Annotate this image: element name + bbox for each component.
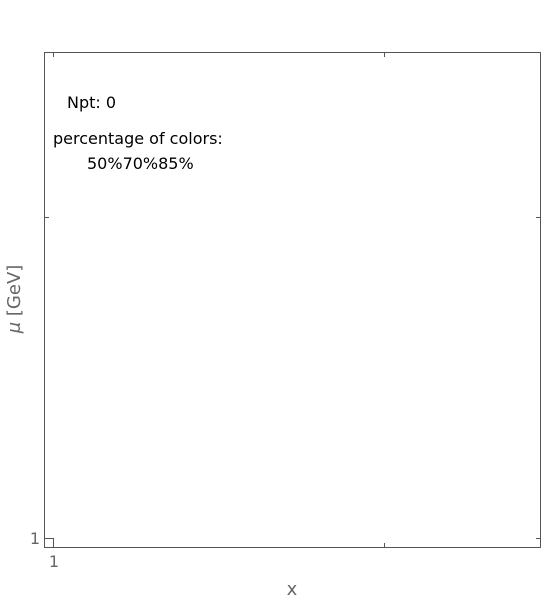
percentage-list: 50%70%85% (87, 154, 194, 173)
plot-frame (44, 52, 541, 548)
x-tick-label: 1 (49, 552, 59, 571)
percentage-85: 85% (158, 154, 194, 173)
y-axis-unit: [GeV] (4, 265, 25, 316)
npt-label: Npt: 0 (67, 93, 116, 112)
percentage-title: percentage of colors: (53, 129, 223, 148)
origin-marker (45, 538, 54, 547)
percentage-50: 50% (87, 154, 123, 173)
y-ticks (45, 217, 540, 539)
x-ticks (53, 53, 385, 547)
y-axis-symbol: μ (4, 322, 25, 334)
y-tick-label: 1 (30, 529, 40, 548)
x-axis-label: x (287, 579, 298, 600)
percentage-70: 70% (123, 154, 159, 173)
y-axis-label: μ [GeV] (4, 265, 25, 335)
